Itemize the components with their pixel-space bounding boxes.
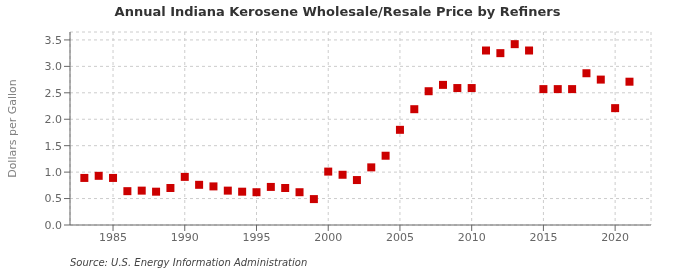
svg-text:1.0: 1.0: [45, 166, 63, 179]
svg-text:1985: 1985: [99, 231, 127, 244]
svg-text:0.5: 0.5: [45, 192, 63, 205]
svg-text:2000: 2000: [314, 231, 342, 244]
html-text:Source: U.S. Energy Informatio: Source: U.S. Energy Information Administ…: [70, 257, 308, 268]
svg-text:2010: 2010: [458, 231, 486, 244]
svg-text:1990: 1990: [171, 231, 199, 244]
svg-text:2.0: 2.0: [45, 113, 63, 126]
svg-text:Dollars per Gallon: Dollars per Gallon: [8, 79, 19, 178]
svg-text:1995: 1995: [242, 231, 270, 244]
svg-text:2015: 2015: [529, 231, 557, 244]
svg-text:3.5: 3.5: [45, 34, 63, 47]
svg-text:2.5: 2.5: [45, 87, 63, 100]
svg-text:0.0: 0.0: [45, 219, 63, 232]
svg-text:2005: 2005: [386, 231, 414, 244]
svg-text:1.5: 1.5: [45, 140, 63, 153]
html-text:Annual Indiana Kerosene Wholes: Annual Indiana Kerosene Wholesale/Resale…: [114, 4, 561, 19]
svg-text:2020: 2020: [601, 231, 629, 244]
svg-text:3.0: 3.0: [45, 60, 63, 73]
